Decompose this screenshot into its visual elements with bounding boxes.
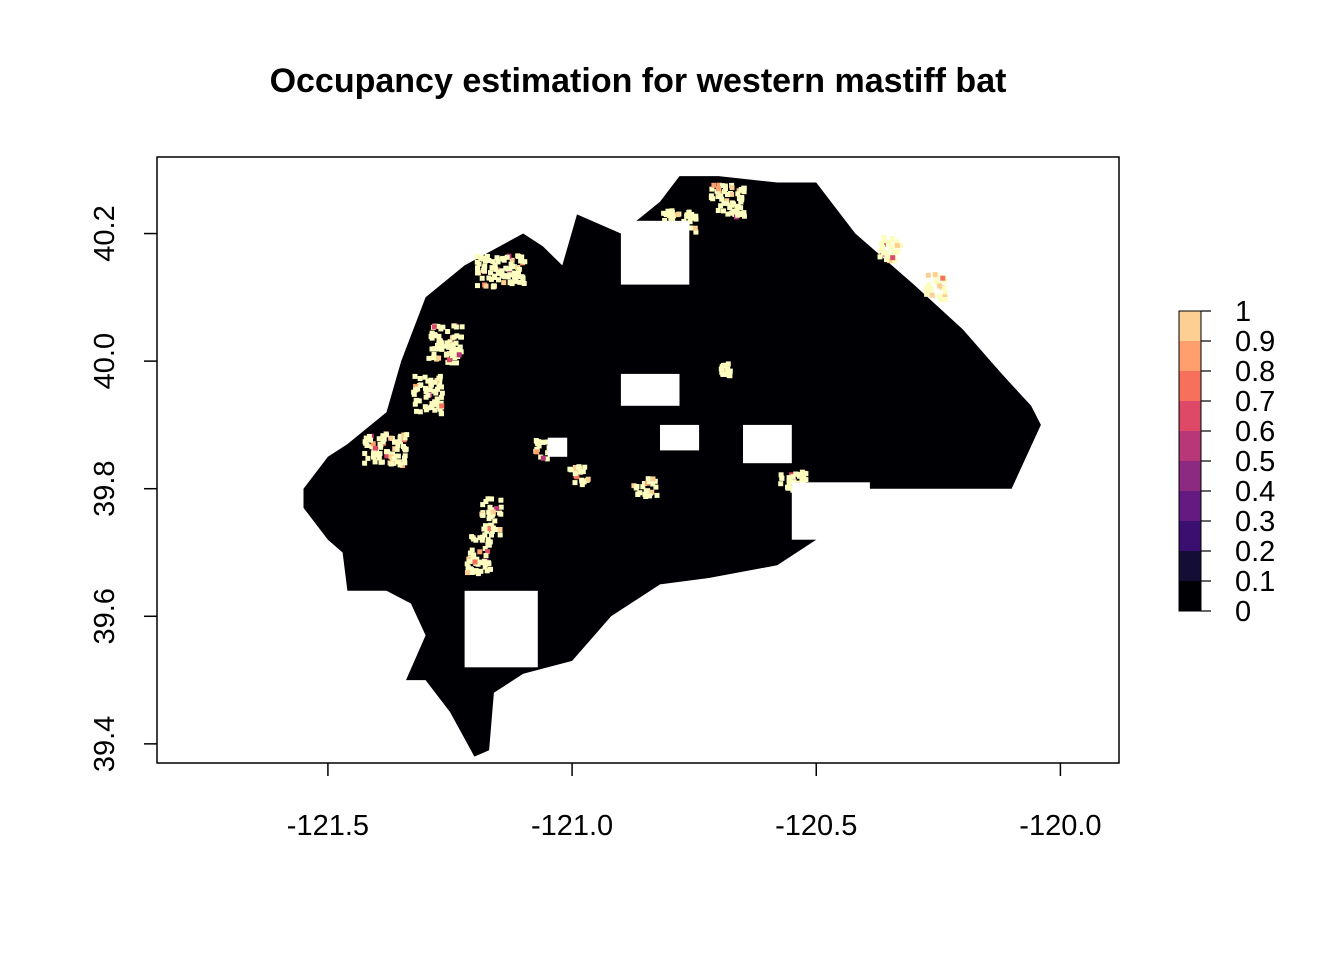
legend-swatch [1179,521,1201,551]
no-data-hole [620,373,680,406]
legend-swatch [1179,341,1201,371]
x-tick-label: -120.0 [1019,810,1101,842]
high-occupancy-patch [411,373,445,417]
legend-tick-label: 0.7 [1235,386,1275,418]
plot-axes: -121.5 -121.0 -120.5 -120.0 39.4 39.6 39.8 40.0… [89,205,1102,842]
high-occupancy-patch [362,431,410,468]
legend-swatch [1179,581,1201,611]
occupancy-raster [303,176,1041,757]
legend: 00.10.20.30.40.50.60.70.80.91 [1178,296,1275,628]
high-occupancy-patch [464,534,493,577]
high-occupancy-patch [474,253,528,290]
y-tick-label: 40.0 [89,333,121,389]
legend-tick-label: 0.1 [1235,566,1275,598]
no-data-hole [620,220,690,285]
legend-tick-label: 0.9 [1235,326,1275,358]
y-tick-label: 39.4 [89,716,121,772]
high-occupancy-patch [877,234,904,264]
x-tick-label: -121.5 [287,810,369,842]
legend-swatch [1179,371,1201,401]
high-occupancy-patch [567,464,591,488]
high-occupancy-patch [718,361,733,379]
legend-tick-label: 0.8 [1235,356,1275,388]
no-data-hole [791,482,870,540]
chart-title: Occupancy estimation for western mastiff… [270,62,1007,100]
no-data-hole [547,437,568,457]
y-tick-label: 40.2 [89,205,121,261]
plot-frame [156,156,1120,764]
high-occupancy-patch [631,476,660,499]
legend-swatch [1179,551,1201,581]
y-tick-label: 39.8 [89,460,121,516]
legend-tick-label: 0.3 [1235,506,1275,538]
legend-swatch [1179,461,1201,491]
legend-tick-label: 0.4 [1235,476,1275,508]
y-tick-label: 39.6 [89,588,121,644]
legend-swatch [1179,311,1201,341]
legend-swatch [1179,431,1201,461]
high-occupancy-patch [923,272,948,302]
legend-swatch [1179,491,1201,521]
x-tick-label: -121.0 [531,810,613,842]
legend-tick-label: 0 [1235,596,1251,628]
high-occupancy-patch [426,323,465,366]
legend-swatch [1179,401,1201,431]
legend-tick-label: 1 [1235,296,1251,328]
no-data-hole [660,424,700,451]
x-tick-label: -120.5 [775,810,857,842]
legend-tick-label: 0.6 [1235,416,1275,448]
no-data-hole [743,424,792,464]
high-occupancy-patch [479,496,504,538]
legend-tick-label: 0.5 [1235,446,1275,478]
high-occupancy-patch [708,182,747,220]
no-data-hole [464,590,538,668]
legend-tick-label: 0.2 [1235,536,1275,568]
